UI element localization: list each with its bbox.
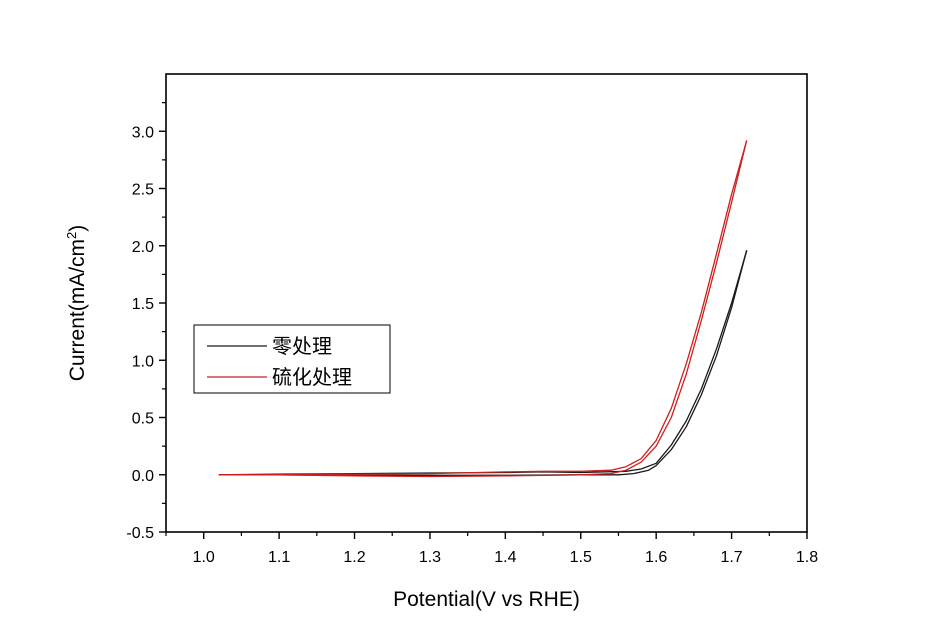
legend: 零处理 硫化处理: [193, 324, 391, 394]
y-tick-label: 3.0: [132, 124, 154, 141]
legend-box: [193, 324, 391, 394]
x-tick-label: 1.3: [419, 549, 441, 566]
y-tick-label: 0.0: [132, 468, 154, 485]
x-tick-label: 1.4: [494, 549, 516, 566]
x-axis: 1.0 1.1 1.2 1.3 1.4 1.5 1.6 1.7 1.8: [165, 532, 818, 566]
y-axis-title-superscript: 2: [64, 232, 79, 239]
y-tick-label: -0.5: [126, 525, 154, 542]
legend-label-sulfurization-treatment: 硫化处理: [272, 366, 352, 389]
plot-frame: [165, 73, 808, 533]
y-tick-label: 1.5: [132, 296, 154, 313]
legend-label-zero-treatment: 零处理: [272, 335, 332, 358]
y-axis-title: Current(mA/cm2): [64, 225, 89, 382]
x-axis-title: Potential(V vs RHE): [393, 588, 580, 611]
x-tick-label: 1.0: [193, 549, 215, 566]
y-axis-title-main: Current(mA/cm: [66, 239, 89, 381]
series-layer: [218, 140, 748, 478]
series-1-reverse-scan-line: [218, 140, 748, 476]
y-tick-label: 2.0: [132, 239, 154, 256]
y-tick-label: 2.5: [132, 182, 154, 199]
x-tick-label: 1.6: [645, 549, 667, 566]
y-axis-title-suffix: ): [66, 225, 89, 232]
x-tick-label: 1.7: [720, 549, 742, 566]
x-tick-label: 1.2: [343, 549, 365, 566]
y-tick-label: 1.0: [132, 353, 154, 370]
series-1-forward-scan-line: [218, 140, 748, 478]
series-0-forward-scan-line: [218, 250, 748, 476]
x-tick-label: 1.8: [796, 549, 818, 566]
y-tick-label: 0.5: [132, 411, 154, 428]
y-axis: -0.5 0.0 0.5 1.0 1.5 2.0 2.5 3.0: [126, 102, 166, 542]
x-tick-label: 1.5: [570, 549, 592, 566]
x-tick-label: 1.1: [268, 549, 290, 566]
